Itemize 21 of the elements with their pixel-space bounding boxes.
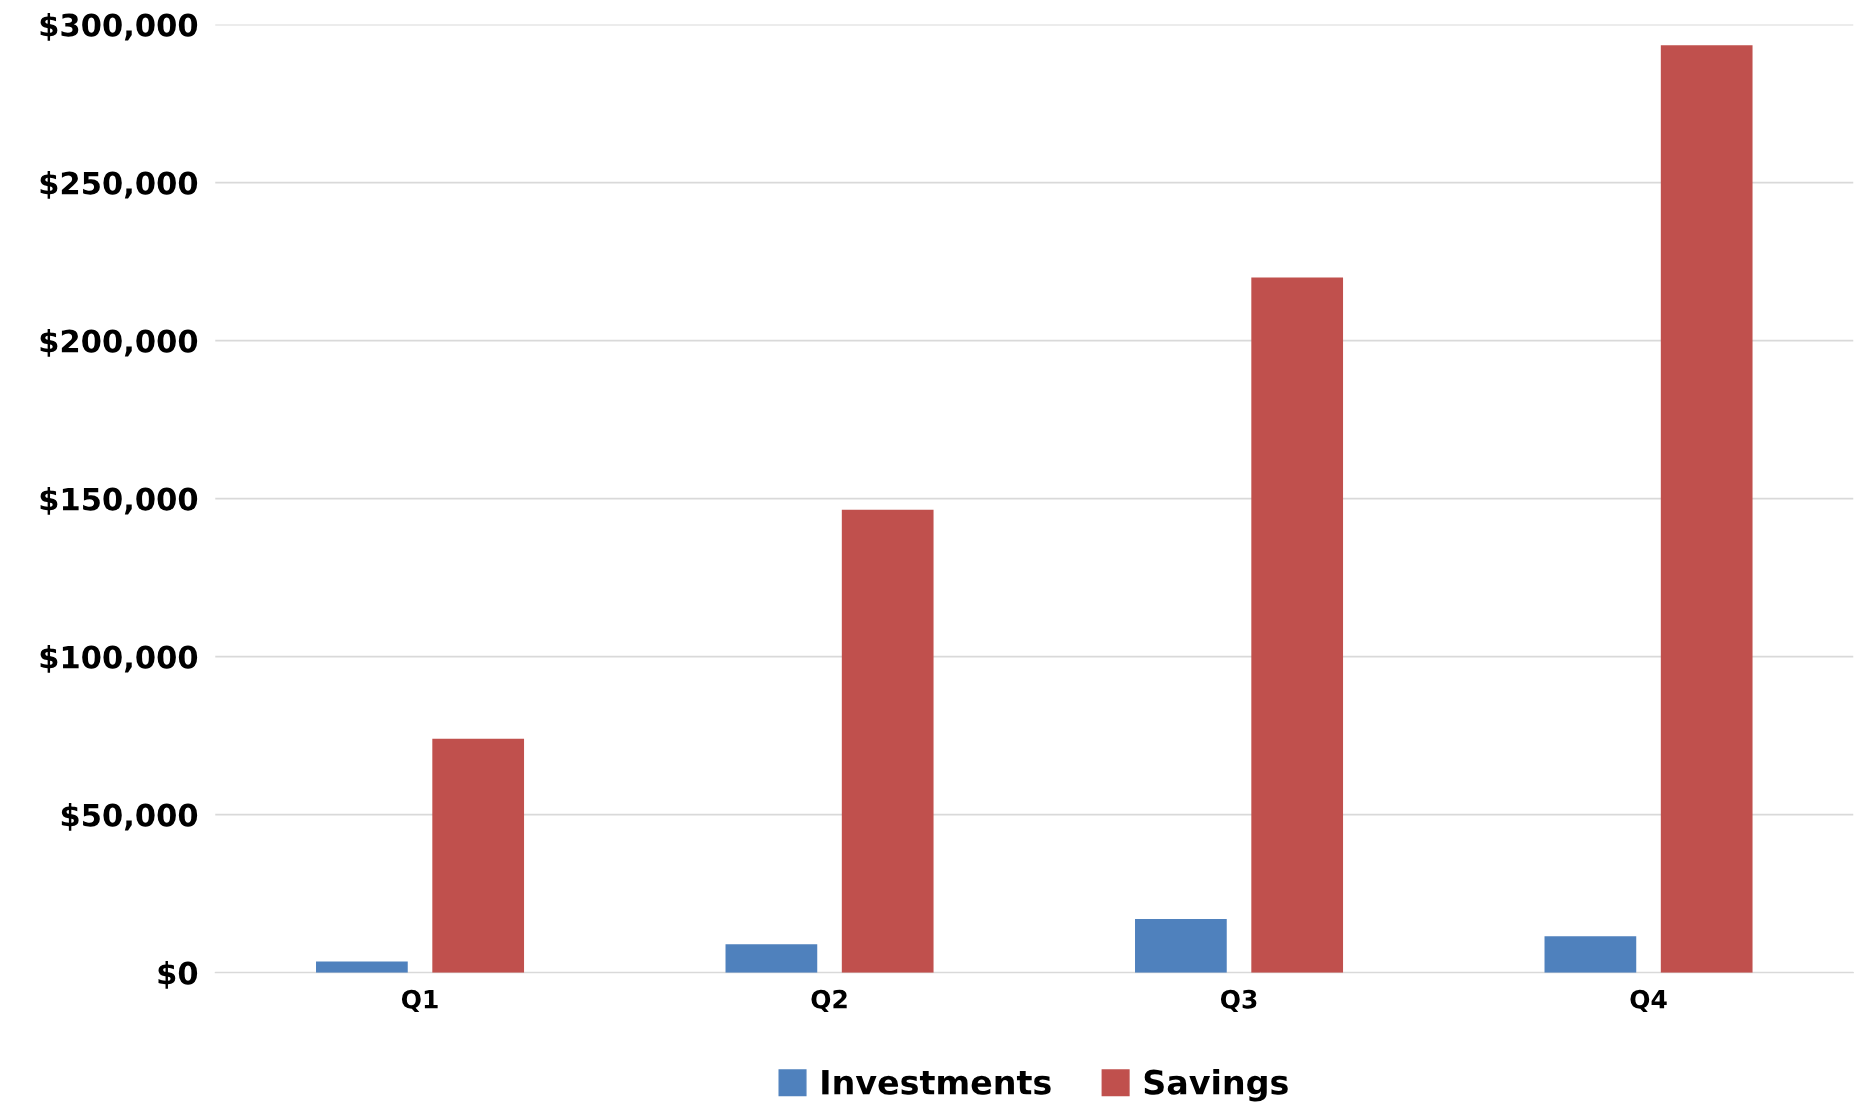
x-tick-label: Q4 — [1630, 989, 1667, 1012]
y-tick-label: $0 — [158, 961, 198, 989]
legend-label: Savings — [1144, 1069, 1288, 1102]
y-tick-label: $150,000 — [40, 487, 198, 515]
y-tick-label: $300,000 — [40, 12, 198, 41]
bar — [725, 944, 818, 973]
legend-label: Investments — [822, 1070, 1051, 1095]
x-tick-label: Q3 — [1220, 989, 1257, 1012]
y-tick-label: $50,000 — [61, 803, 198, 831]
bar — [1251, 277, 1344, 973]
y-tick-label: $250,000 — [40, 171, 198, 199]
x-tick-label: Q1 — [401, 989, 438, 1012]
bar — [841, 509, 934, 973]
y-tick-label: $100,000 — [40, 645, 198, 673]
bar — [432, 738, 525, 973]
bar — [1544, 936, 1637, 973]
bar — [316, 961, 408, 973]
bar — [1135, 918, 1227, 973]
y-tick-label: $200,000 — [40, 329, 198, 357]
x-tick-label: Q2 — [811, 989, 847, 1012]
bar — [1660, 45, 1753, 973]
